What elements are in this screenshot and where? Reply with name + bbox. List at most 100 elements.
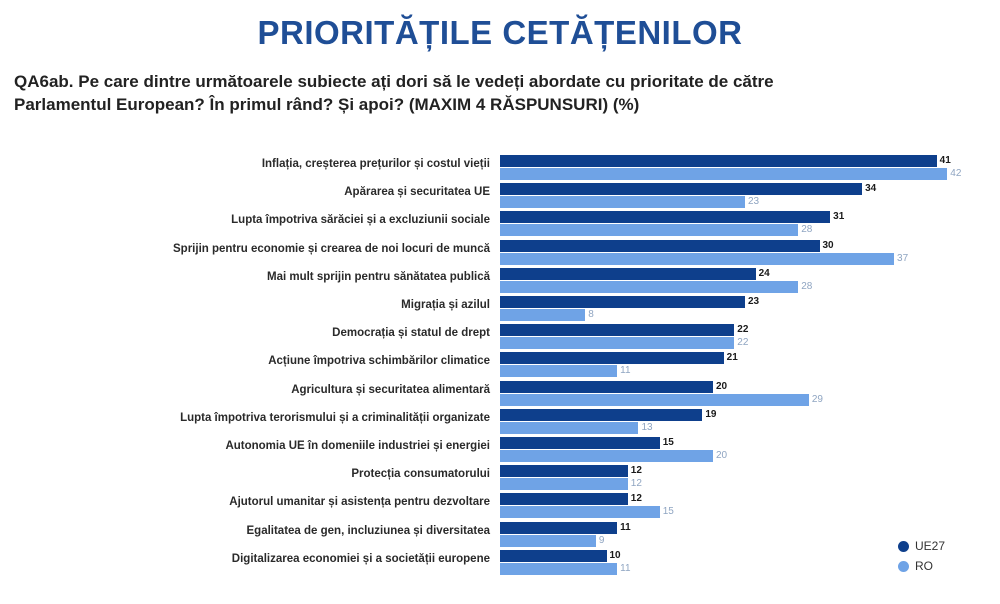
bar-ue27 — [500, 521, 618, 534]
question-line-2: Parlamentul European? În primul rând? Și… — [14, 95, 640, 114]
value-label-ue27: 22 — [737, 324, 749, 336]
chart-row: Acțiune împotriva schimbărilor climatice… — [0, 352, 1000, 378]
category-label: Digitalizarea economiei și a societății … — [231, 552, 490, 565]
chart-row: Egalitatea de gen, incluziunea și divers… — [0, 521, 1000, 548]
value-label-ro: 37 — [897, 252, 909, 264]
chart-row: Ajutorul umanitar și asistența pentru de… — [0, 493, 1000, 519]
value-label-ro: 22 — [737, 337, 749, 349]
bar-ro — [500, 562, 618, 575]
category-label: Lupta împotriva terorismului și a crimin… — [180, 411, 490, 424]
bar-ue27 — [500, 465, 628, 478]
chart-row: Migrația și azilul 23 8 — [0, 296, 1000, 322]
question-line-1: QA6ab. Pe care dintre următoarele subiec… — [14, 72, 774, 91]
value-label-ue27: 19 — [705, 408, 717, 420]
value-label-ro: 23 — [747, 196, 760, 208]
bar-ro — [500, 252, 895, 265]
chart-row: Protecția consumatorului 12 12 — [0, 465, 1000, 491]
bar-ue27 — [500, 211, 831, 224]
value-label-ue27: 24 — [758, 267, 770, 279]
value-label-ro: 29 — [811, 393, 823, 405]
bar-ro — [500, 534, 596, 547]
bar-ue27 — [500, 155, 937, 167]
chart-row: Lupta împotriva terorismului și a crimin… — [0, 408, 1000, 435]
chart-row: Agricultura și securitatea alimentară 20 2… — [0, 380, 1000, 407]
legend-label-ro: RO — [915, 559, 933, 573]
category-label: Lupta împotriva sărăciei și a excluziuni… — [231, 214, 490, 227]
category-label: Ajutorul umanitar și asistența pentru de… — [229, 496, 490, 509]
category-label: Migrația și azilul — [401, 299, 490, 311]
bar-ue27 — [500, 239, 820, 252]
legend-dot-ro-icon — [898, 560, 909, 572]
legend: UE27 RO — [898, 536, 945, 576]
category-label: Democrația și statul de drept — [332, 327, 490, 340]
category-label: Sprijin pentru economie și crearea de no… — [173, 242, 490, 255]
bar-ue27 — [500, 352, 724, 365]
legend-dot-ue27-icon — [898, 540, 909, 552]
bar-ro — [500, 506, 660, 519]
value-label-ue27: 11 — [620, 521, 631, 533]
category-label: Autonomia UE în domeniile industriei și … — [225, 440, 490, 452]
value-label-ro: 11 — [620, 562, 631, 574]
category-label: Agricultura și securitatea alimentară — [291, 383, 490, 396]
chart-row: Lupta împotriva sărăciei și a excluziuni… — [0, 211, 1000, 237]
bar-ue27 — [500, 267, 756, 280]
bar-ue27 — [500, 549, 607, 562]
category-label: Acțiune împotriva schimbărilor climatice — [268, 355, 490, 368]
bar-ue27 — [500, 183, 863, 196]
value-label-ue27: 23 — [747, 296, 760, 307]
survey-question: QA6ab. Pe care dintre următoarele subiec… — [14, 70, 914, 116]
bar-ro — [500, 224, 799, 237]
value-label-ro: 28 — [801, 280, 813, 292]
value-label-ro: 8 — [588, 309, 594, 320]
value-label-ro: 11 — [620, 365, 631, 377]
bar-ro — [500, 337, 735, 350]
chart-row: Digitalizarea economiei și a societății … — [0, 549, 1000, 576]
bar-ro — [500, 280, 799, 293]
category-label: Egalitatea de gen, incluziunea și divers… — [246, 524, 491, 537]
chart-row: Apărarea și securitatea UE 34 23 — [0, 183, 1000, 209]
bar-ro — [500, 196, 745, 209]
value-label-ue27: 20 — [716, 380, 728, 392]
bar-ro — [500, 309, 586, 321]
chart-row: Democrația și statul de drept 22 22 — [0, 324, 1000, 350]
value-label-ro: 28 — [801, 224, 813, 236]
chart-row: Autonomia UE în domeniile industriei și … — [0, 437, 1000, 463]
bar-ue27 — [500, 380, 713, 393]
value-label-ue27: 12 — [630, 493, 642, 505]
value-label-ro: 20 — [716, 450, 728, 461]
legend-item-ro: RO — [898, 556, 945, 576]
bar-ue27 — [500, 493, 628, 506]
bar-ue27 — [500, 437, 660, 449]
legend-item-ue27: UE27 — [898, 536, 945, 556]
value-label-ro: 12 — [630, 478, 642, 490]
chart-row: Mai mult sprijin pentru sănătatea public… — [0, 267, 1000, 294]
bar-ro — [500, 365, 618, 378]
value-label-ro: 42 — [950, 168, 962, 179]
value-label-ro: 15 — [662, 506, 674, 518]
bar-ue27 — [500, 296, 745, 308]
value-label-ue27: 41 — [939, 155, 951, 166]
bar-ue27 — [500, 324, 735, 337]
value-label-ro: 13 — [641, 421, 653, 433]
value-label-ue27: 10 — [609, 549, 621, 561]
legend-label-ue27: UE27 — [915, 539, 946, 553]
bar-ro — [500, 450, 713, 462]
category-label: Apărarea și securitatea UE — [344, 186, 490, 199]
bar-ue27 — [500, 408, 703, 421]
category-label: Inflația, creșterea prețurilor și costul… — [261, 158, 490, 170]
bar-ro — [500, 478, 628, 491]
chart-row: Sprijin pentru economie și crearea de no… — [0, 239, 1000, 266]
value-label-ue27: 31 — [833, 211, 845, 223]
value-label-ue27: 12 — [630, 465, 642, 477]
chart-row: Inflația, creșterea prețurilor și costul… — [0, 155, 1000, 181]
value-label-ro: 9 — [598, 534, 605, 546]
bar-ro — [500, 421, 639, 434]
value-label-ue27: 34 — [865, 183, 877, 195]
category-label: Protecția consumatorului — [351, 468, 490, 481]
value-label-ue27: 21 — [726, 352, 738, 364]
bar-ro — [500, 393, 809, 406]
value-label-ue27: 15 — [662, 437, 674, 448]
bar-ro — [500, 168, 948, 180]
category-label: Mai mult sprijin pentru sănătatea public… — [266, 270, 490, 283]
